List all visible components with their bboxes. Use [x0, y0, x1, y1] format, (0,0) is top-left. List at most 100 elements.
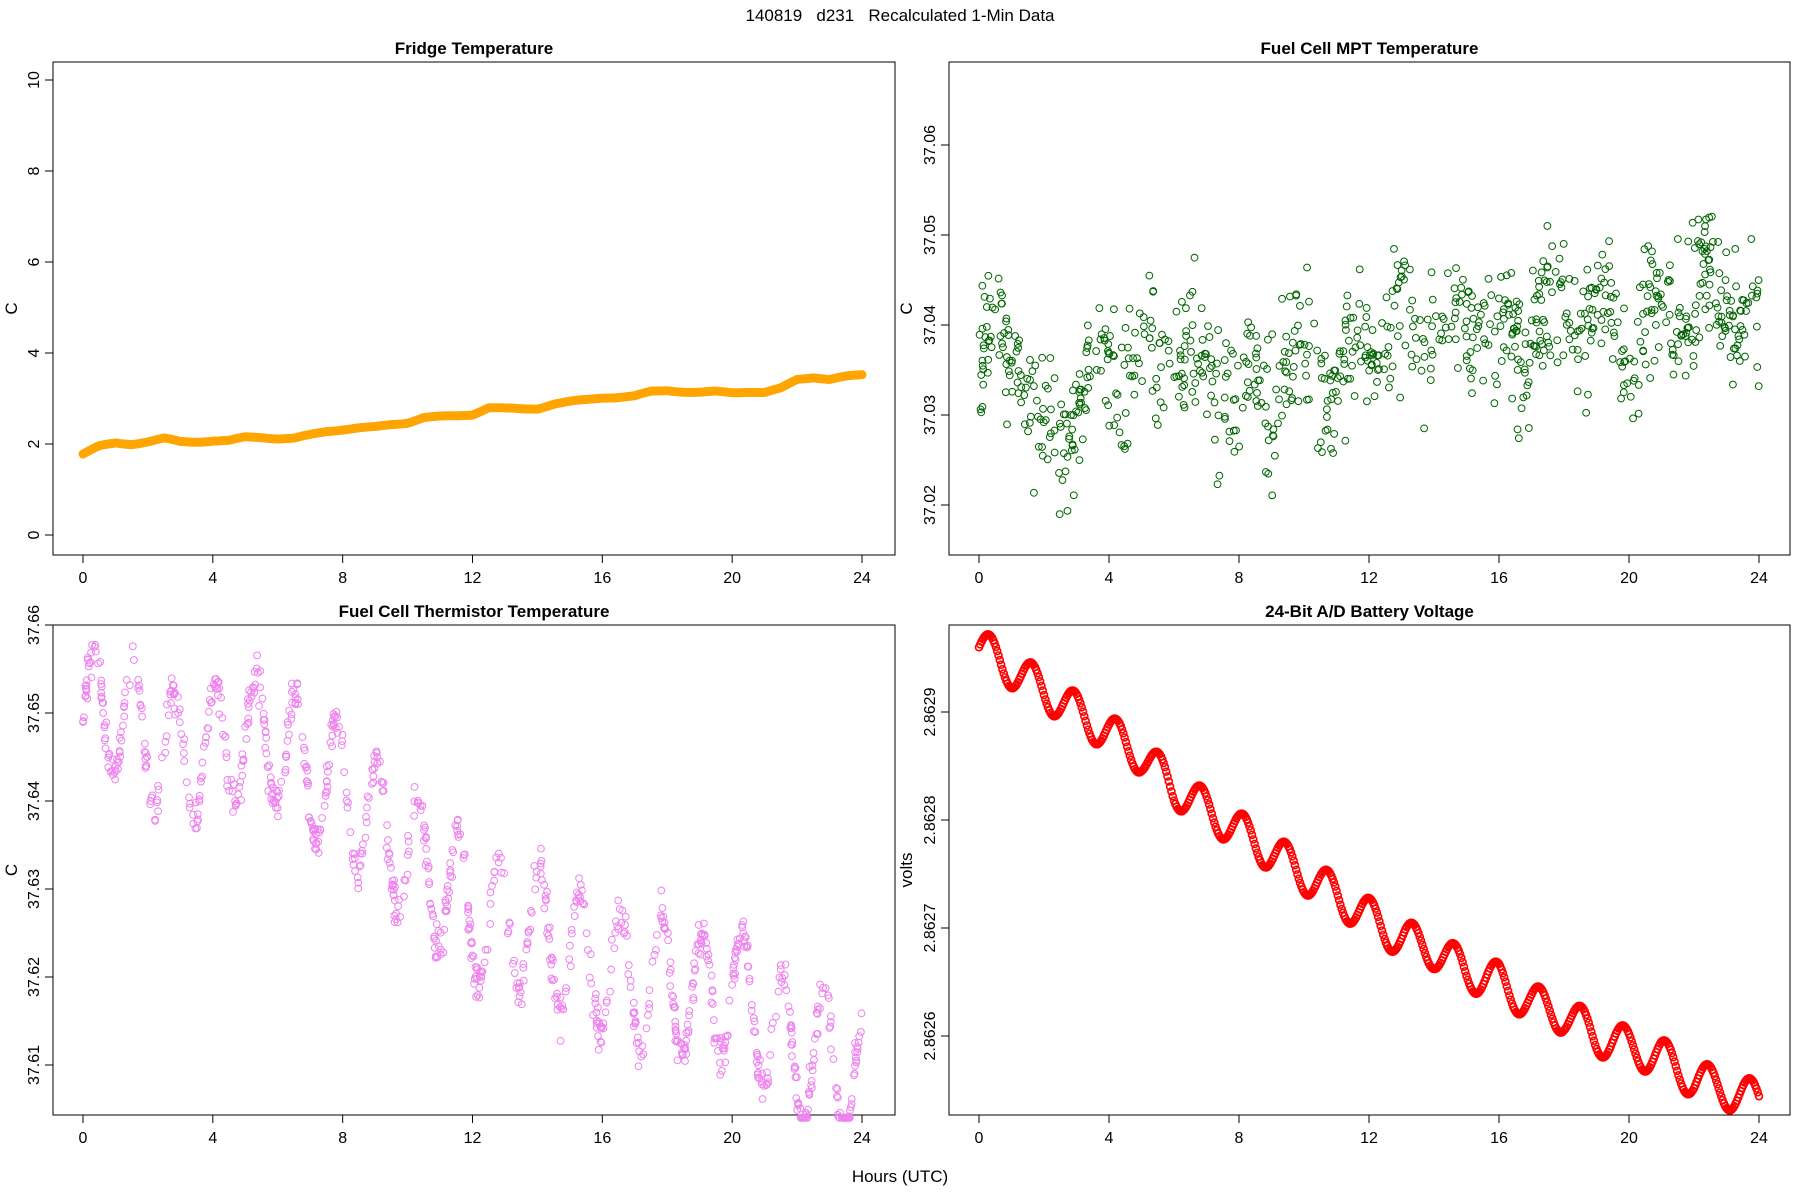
mpt-data-point: [1363, 343, 1372, 352]
mpt-data-point: [1084, 365, 1093, 374]
thermistor-data-point: [527, 908, 536, 917]
thermistor-data-point: [591, 994, 600, 1003]
mpt-data-point: [1288, 394, 1297, 403]
mpt-data-point: [1205, 364, 1214, 373]
thermistor-data-point: [540, 880, 549, 889]
mpt-data-point: [1607, 279, 1616, 287]
mpt-data-point: [1346, 374, 1355, 383]
thermistor-data-point: [443, 902, 452, 910]
thermistor-data-point: [322, 762, 331, 771]
thermistor-data-point: [730, 960, 738, 969]
mpt-data-point: [1121, 323, 1130, 332]
mpt-data-point: [1620, 304, 1628, 313]
thermistor-data-point: [782, 986, 791, 995]
thermistor-data-point: [410, 797, 419, 806]
battery-data-point: [1163, 772, 1172, 781]
battery-data-point: [1329, 878, 1339, 887]
thermistor-data-point: [318, 814, 326, 822]
thermistor-data-point: [261, 743, 270, 752]
battery-data-point: [1208, 813, 1218, 823]
mpt-data-point: [1426, 364, 1435, 373]
mpt-data-point: [1390, 244, 1398, 253]
mpt-data-point: [1192, 354, 1201, 363]
mpt-data-point: [1493, 380, 1501, 389]
mpt-data-point: [1473, 344, 1482, 352]
thermistor-data-point: [694, 921, 703, 929]
mpt-data-point: [1659, 303, 1667, 311]
thermistor-data-point: [669, 992, 678, 1001]
thermistor-data-point: [158, 753, 166, 762]
thermistor-data-point: [599, 1024, 608, 1033]
battery-data-point: [1077, 702, 1086, 712]
battery-data-point: [995, 655, 1005, 665]
mpt-data-point: [1190, 253, 1199, 262]
mpt-data-point: [1742, 307, 1750, 315]
mpt-data-point: [1289, 362, 1298, 371]
mpt-data-point: [1341, 436, 1350, 445]
mpt-data-point: [1461, 324, 1469, 333]
mpt-data-point: [1601, 325, 1610, 334]
mpt-data-point: [1601, 291, 1610, 300]
thermistor-data-point: [186, 799, 194, 808]
mpt-data-point: [1075, 370, 1084, 378]
thermistor-data-point: [364, 794, 373, 802]
thermistor-data-point: [260, 716, 269, 724]
mpt-data-point: [1384, 343, 1393, 351]
mpt-data-point: [1221, 372, 1230, 381]
mpt-data-point: [1196, 367, 1204, 375]
fridge-x-tick-label: 24: [853, 570, 871, 587]
thermistor-data-point: [707, 998, 716, 1007]
thermistor-data-point: [449, 848, 458, 857]
mpt-data-point: [1451, 298, 1460, 307]
thermistor-data-point: [231, 800, 240, 809]
thermistor-y-axis-label: C: [2, 864, 21, 876]
thermistor-data-point: [117, 728, 125, 737]
mpt-data-point: [1466, 348, 1475, 356]
mpt-data-point: [1462, 317, 1471, 326]
thermistor-data-point: [241, 722, 250, 731]
battery-data-point: [1207, 809, 1216, 818]
mpt-data-point: [1423, 315, 1432, 324]
thermistor-data-point: [682, 1028, 691, 1037]
thermistor-data-point: [787, 1021, 795, 1030]
mpt-data-point: [1468, 389, 1476, 398]
mpt-data-point: [1464, 288, 1473, 297]
thermistor-data-point: [733, 947, 741, 956]
mpt-data-point: [1220, 393, 1229, 402]
thermistor-data-point: [180, 749, 188, 757]
thermistor-panel: Fuel Cell Thermistor Temperature C 0 4 8 12 16…: [2, 602, 896, 1147]
fridge-x-tick-label: 0: [79, 570, 88, 587]
mpt-y-axis-label: C: [897, 302, 916, 314]
thermistor-data-point: [821, 984, 830, 993]
thermistor-data-point: [261, 728, 270, 737]
mpt-data-point: [1431, 312, 1440, 321]
thermistor-data-point: [541, 891, 550, 900]
thermistor-data-point: [201, 738, 210, 747]
thermistor-series: [79, 641, 866, 1122]
mpt-data-point: [1178, 383, 1187, 391]
thermistor-data-point: [671, 1022, 680, 1031]
battery-x-tick-label: 16: [1490, 1130, 1508, 1147]
mpt-data-point: [1081, 404, 1089, 413]
mpt-data-point: [1535, 290, 1544, 299]
mpt-data-point: [1542, 332, 1551, 341]
thermistor-data-point: [757, 1077, 766, 1086]
mpt-data-point: [1618, 362, 1627, 371]
thermistor-data-point: [320, 801, 329, 810]
mpt-data-point: [1050, 426, 1059, 435]
mpt-data-point: [1454, 364, 1462, 372]
thermistor-data-point: [510, 956, 518, 965]
mpt-data-point: [1361, 351, 1370, 360]
thermistor-data-point: [86, 658, 95, 667]
battery-data-point: [1293, 870, 1302, 879]
thermistor-data-point: [685, 1007, 694, 1015]
thermistor-data-point: [601, 1008, 610, 1017]
thermistor-data-point: [514, 998, 523, 1007]
mpt-data-point: [1462, 300, 1471, 308]
thermistor-data-point: [443, 881, 452, 890]
thermistor-data-point: [530, 862, 539, 870]
thermistor-data-point: [801, 1113, 810, 1122]
mpt-data-point: [1349, 313, 1358, 322]
thermistor-data-point: [274, 812, 282, 821]
mpt-data-point: [1609, 293, 1618, 302]
